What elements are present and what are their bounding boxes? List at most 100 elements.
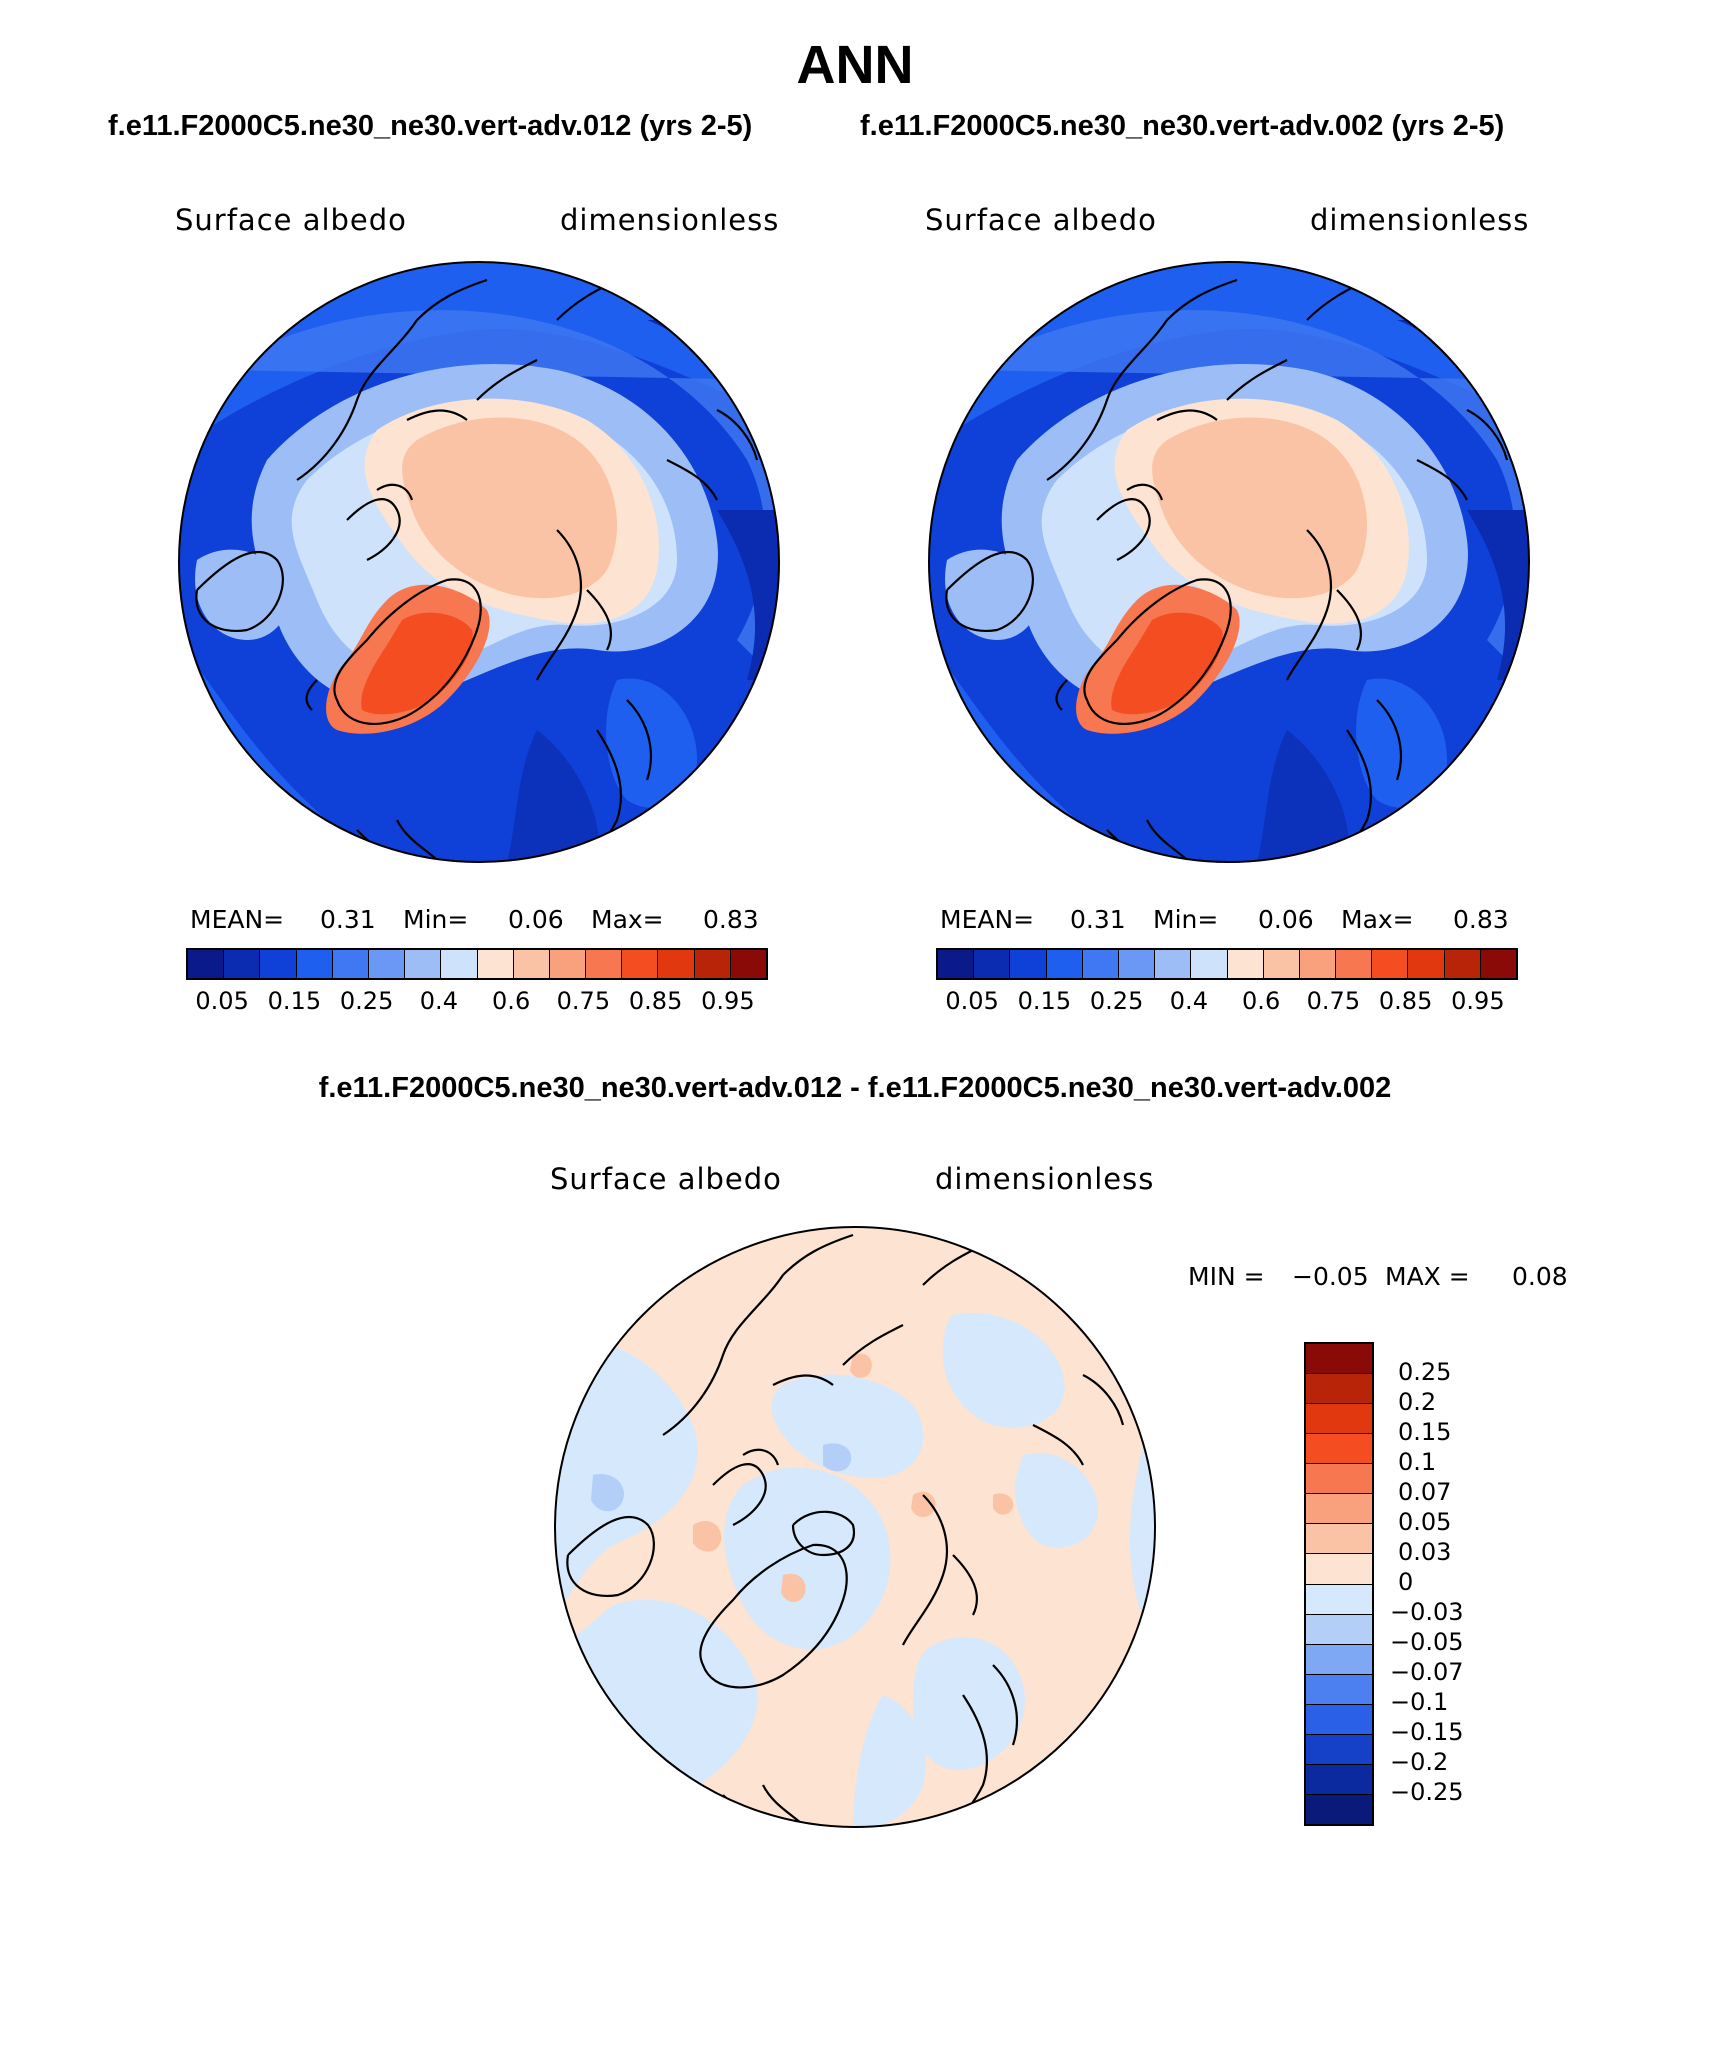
- left-colorbar-swatch-4: [332, 950, 369, 978]
- right-colorbar-swatch-3: [1046, 950, 1083, 978]
- left-colorbar-tick-label: 0.15: [267, 987, 322, 1015]
- diff-colorbar-swatch-0: [1306, 1344, 1372, 1375]
- left-colorbar-tick-label: 0.6: [492, 987, 531, 1015]
- right-mean-value: 0.31: [1070, 905, 1126, 934]
- diff-colorbar-tick-label: −0.1: [1390, 1688, 1449, 1716]
- left-case-title: f.e11.F2000C5.ne30_ne30.vert-adv.012 (yr…: [108, 110, 753, 142]
- diff-variable-label: Surface albedo: [550, 1162, 782, 1196]
- left-colorbar-ticks: 0.05 0.15 0.25 0.4 0.6 0.75 0.85 0.95: [186, 987, 764, 1017]
- left-colorbar-tick-label: 0.4: [419, 987, 458, 1015]
- left-colorbar-swatch-8: [477, 950, 514, 978]
- left-colorbar-swatch-2: [260, 950, 297, 978]
- right-colorbar-swatch-7: [1191, 950, 1228, 978]
- right-colorbar-swatch-9: [1263, 950, 1300, 978]
- right-colorbar-tick-label: 0.85: [1378, 987, 1433, 1015]
- left-colorbar-tick-label: 0.75: [556, 987, 611, 1015]
- diff-colorbar-swatch-10: [1306, 1644, 1372, 1675]
- diff-colorbar-swatch-14: [1306, 1764, 1372, 1795]
- left-colorbar-swatch-7: [441, 950, 478, 978]
- diff-colorbar-swatch-2: [1306, 1404, 1372, 1435]
- left-max-value: 0.83: [703, 905, 759, 934]
- diff-colorbar-tick-label: 0.15: [1398, 1418, 1452, 1446]
- left-mean-value: 0.31: [320, 905, 376, 934]
- diff-title: f.e11.F2000C5.ne30_ne30.vert-adv.012 - f…: [318, 1072, 1392, 1104]
- right-colorbar-tick-label: 0.05: [945, 987, 999, 1015]
- diff-colorbar-swatch-11: [1306, 1674, 1372, 1705]
- left-colorbar-tick-label: 0.05: [195, 987, 249, 1015]
- diff-max-label: MAX =: [1385, 1262, 1470, 1291]
- right-min-label: Min=: [1153, 905, 1219, 934]
- right-colorbar-ticks: 0.05 0.15 0.25 0.4 0.6 0.75 0.85 0.95: [936, 987, 1514, 1017]
- diff-colorbar-tick-label: −0.2: [1390, 1748, 1449, 1776]
- left-colorbar: [186, 948, 768, 980]
- right-polar-map: [928, 261, 1530, 863]
- right-case-title: f.e11.F2000C5.ne30_ne30.vert-adv.002 (yr…: [860, 110, 1505, 142]
- left-colorbar-swatch-9: [513, 950, 550, 978]
- right-colorbar-swatch-12: [1372, 950, 1409, 978]
- diff-colorbar-tick-label: 0.05: [1398, 1508, 1452, 1536]
- left-colorbar-swatch-1: [224, 950, 261, 978]
- diff-colorbar-tick-label: 0.2: [1398, 1388, 1437, 1416]
- right-colorbar-swatch-13: [1408, 950, 1445, 978]
- diff-colorbar-ticks: 0.25 0.2 0.15 0.1 0.07 0.05 0.03 0 −0.03 −0.05 −0.…: [1390, 1342, 1510, 1822]
- diff-colorbar-swatch-4: [1306, 1464, 1372, 1495]
- diff-colorbar-tick-label: −0.03: [1390, 1598, 1464, 1626]
- right-colorbar-tick-label: 0.4: [1169, 987, 1208, 1015]
- left-colorbar-swatch-15: [730, 950, 766, 978]
- left-colorbar-swatch-6: [405, 950, 442, 978]
- right-mean-label: MEAN=: [940, 905, 1035, 934]
- diff-colorbar-swatch-15: [1306, 1794, 1372, 1824]
- left-colorbar-tick-label: 0.95: [701, 987, 755, 1015]
- diff-colorbar-tick-label: −0.15: [1390, 1718, 1464, 1746]
- left-min-value: 0.06: [508, 905, 564, 934]
- left-colorbar-swatch-13: [658, 950, 695, 978]
- left-units-label: dimensionless: [560, 203, 780, 237]
- diff-colorbar-swatch-8: [1306, 1584, 1372, 1615]
- right-variable-label: Surface albedo: [925, 203, 1157, 237]
- diff-colorbar-swatch-1: [1306, 1374, 1372, 1405]
- diff-colorbar-tick-label: 0.25: [1398, 1358, 1452, 1386]
- diff-colorbar-swatch-13: [1306, 1734, 1372, 1765]
- right-colorbar-swatch-4: [1082, 950, 1119, 978]
- left-colorbar-swatch-5: [368, 950, 406, 978]
- left-colorbar-swatch-11: [586, 950, 623, 978]
- left-colorbar-swatch-0: [188, 950, 225, 978]
- diff-colorbar-tick-label: 0.03: [1398, 1538, 1452, 1566]
- right-colorbar-swatch-10: [1299, 950, 1337, 978]
- left-min-label: Min=: [403, 905, 469, 934]
- right-colorbar-swatch-15: [1480, 950, 1516, 978]
- left-colorbar-swatch-14: [694, 950, 731, 978]
- diff-units-label: dimensionless: [935, 1162, 1155, 1196]
- right-colorbar-tick-label: 0.25: [1089, 987, 1144, 1015]
- left-max-label: Max=: [591, 905, 664, 934]
- diff-min-value: −0.05: [1292, 1262, 1369, 1291]
- right-units-label: dimensionless: [1310, 203, 1530, 237]
- right-colorbar-swatch-11: [1336, 950, 1373, 978]
- right-max-value: 0.83: [1453, 905, 1509, 934]
- right-colorbar-swatch-2: [1010, 950, 1047, 978]
- left-variable-label: Surface albedo: [175, 203, 407, 237]
- main-title: ANN: [796, 35, 914, 95]
- right-colorbar-swatch-14: [1444, 950, 1481, 978]
- diff-colorbar-tick-label: −0.25: [1390, 1778, 1464, 1806]
- diff-polar-map: [554, 1226, 1156, 1828]
- right-colorbar: [936, 948, 1518, 980]
- diff-colorbar-swatch-12: [1306, 1704, 1372, 1735]
- right-colorbar-swatch-5: [1118, 950, 1156, 978]
- right-colorbar-tick-label: 0.15: [1017, 987, 1072, 1015]
- left-colorbar-tick-label: 0.25: [339, 987, 394, 1015]
- left-polar-map: [178, 261, 780, 863]
- right-min-value: 0.06: [1258, 905, 1314, 934]
- diff-colorbar-swatch-5: [1306, 1494, 1372, 1525]
- left-colorbar-tick-label: 0.85: [628, 987, 683, 1015]
- diff-colorbar-tick-label: 0: [1398, 1568, 1414, 1596]
- diff-min-label: MIN =: [1188, 1262, 1265, 1291]
- right-colorbar-swatch-8: [1227, 950, 1264, 978]
- diff-colorbar: [1304, 1342, 1374, 1826]
- diff-colorbar-swatch-9: [1306, 1614, 1372, 1645]
- left-colorbar-swatch-12: [622, 950, 659, 978]
- right-max-label: Max=: [1341, 905, 1414, 934]
- right-colorbar-tick-label: 0.75: [1306, 987, 1361, 1015]
- left-colorbar-swatch-10: [549, 950, 587, 978]
- diff-colorbar-swatch-7: [1306, 1554, 1372, 1585]
